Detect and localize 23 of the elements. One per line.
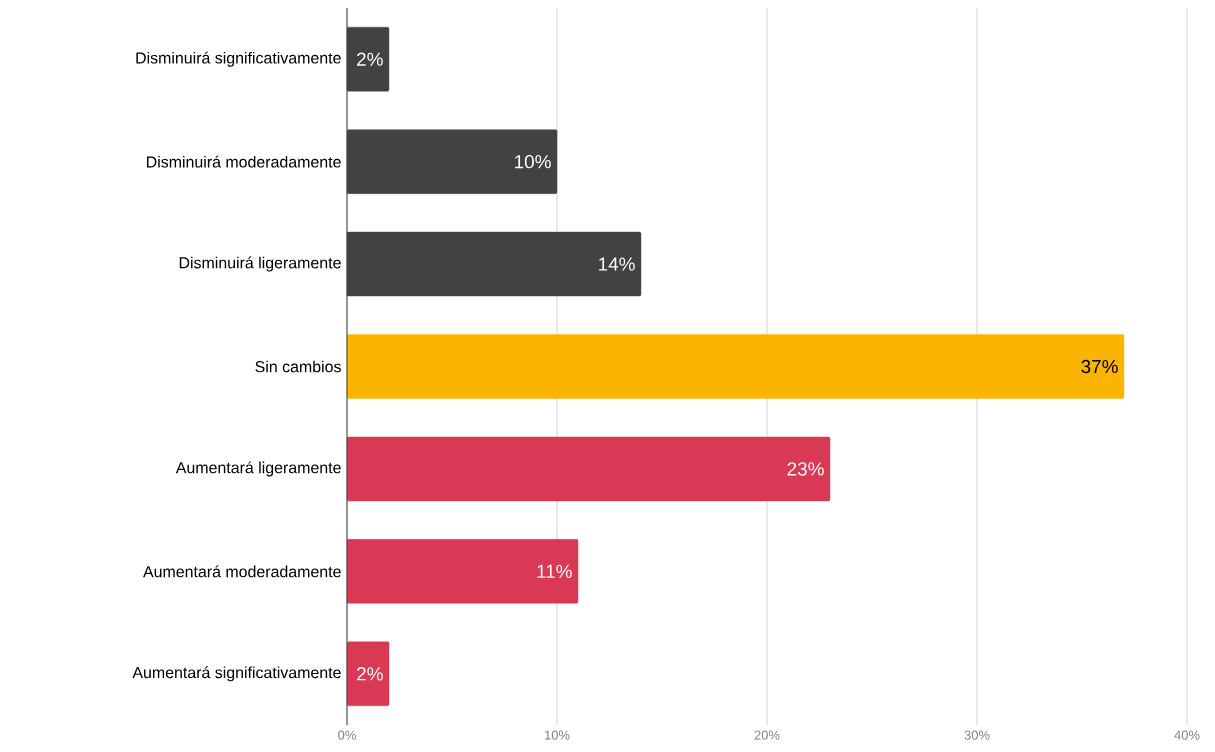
bar (346, 539, 579, 604)
y-tick-label: Disminuirá ligeramente (179, 256, 341, 272)
bar (346, 641, 390, 706)
data-label: 14% (599, 257, 635, 271)
data-label: 2% (357, 667, 383, 681)
y-tick-label: Aumentará significativamente (132, 666, 341, 682)
x-tick-label: 0% (338, 730, 356, 740)
data-label: 11% (537, 564, 572, 578)
x-tick-label: 40% (1174, 730, 1200, 740)
data-label: 37% (1081, 359, 1118, 374)
x-tick-label: 30% (964, 730, 990, 740)
x-tick-label: 20% (754, 730, 780, 740)
bar (346, 334, 1125, 399)
bar (346, 436, 831, 502)
data-label: 10% (515, 154, 551, 169)
data-label: 2% (357, 52, 383, 66)
x-tick-label: 10% (545, 730, 570, 740)
y-tick-label: Disminuirá moderadamente (147, 155, 341, 168)
y-tick-label: Sin cambios (255, 360, 341, 373)
data-label: 23% (787, 462, 824, 476)
y-tick-label: Aumentará moderadamente (143, 565, 341, 578)
y-tick-label: Disminuirá significativamente (136, 51, 341, 67)
y-tick-label: Aumentará ligeramente (175, 461, 341, 477)
